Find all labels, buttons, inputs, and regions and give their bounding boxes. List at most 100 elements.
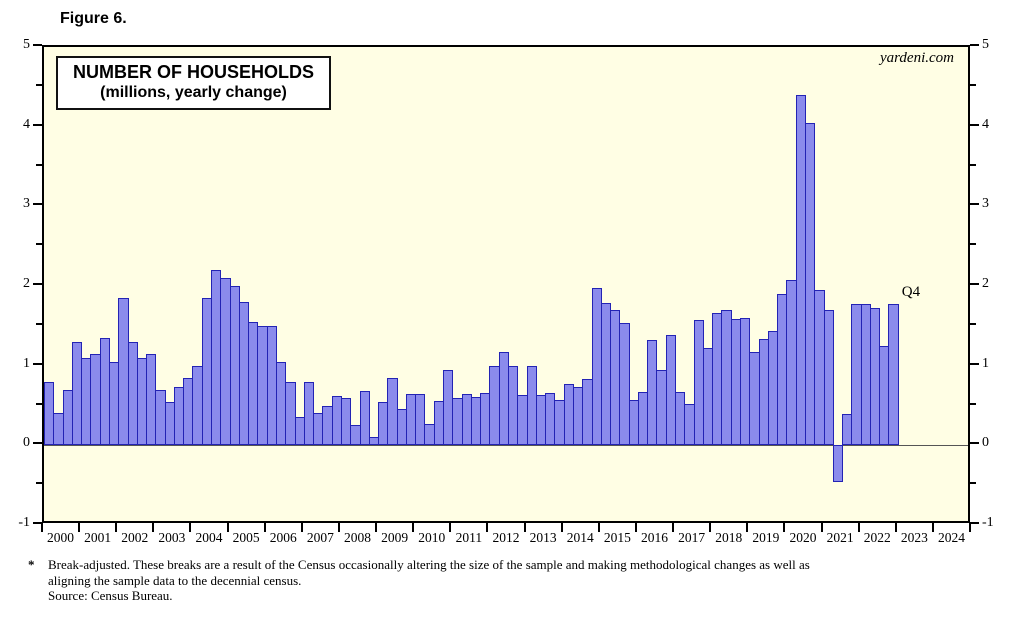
footnote-block: * Break-adjusted. These breaks are a res… <box>28 557 978 604</box>
y-axis-minor-tick-left <box>36 243 42 246</box>
footnote-asterisk: * <box>28 557 35 572</box>
plot-area: NUMBER OF HOUSEHOLDS (millions, yearly c… <box>42 45 970 523</box>
y-axis-major-tick-right <box>970 522 979 524</box>
x-axis-year-tick <box>597 523 600 532</box>
figure-number-label: Figure 6. <box>60 10 127 27</box>
x-axis-year-label: 2012 <box>492 530 520 545</box>
x-axis-year-label: 2010 <box>418 530 446 545</box>
y-axis-minor-tick-right <box>970 243 976 246</box>
y-axis-label-right: 1 <box>982 355 989 371</box>
x-axis-year-label: 2020 <box>789 530 817 545</box>
y-axis-label-left: 5 <box>23 37 30 52</box>
x-axis-year-tick <box>78 523 81 532</box>
x-axis-year-label: 2007 <box>306 530 334 545</box>
chart-title: NUMBER OF HOUSEHOLDS <box>73 62 315 82</box>
bar-2015-Q3 <box>619 323 630 446</box>
y-axis-major-tick-left <box>33 362 42 365</box>
x-axis-year-label: 2021 <box>826 530 854 545</box>
x-axis-year-label: 2017 <box>678 530 706 545</box>
bar-2016-Q4 <box>665 335 677 446</box>
chart-title-box: NUMBER OF HOUSEHOLDS (millions, yearly c… <box>56 56 332 110</box>
y-axis-major-tick-left <box>33 442 42 445</box>
footnote-line-2: aligning the sample data to the decennia… <box>48 572 302 588</box>
y-axis-label-right: 3 <box>982 196 989 212</box>
bar-2010-Q1 <box>415 394 426 446</box>
x-axis-year-tick <box>857 523 860 532</box>
y-axis-major-tick-right <box>970 44 979 46</box>
y-axis-major-tick-left <box>33 203 42 206</box>
bar-2008-Q3 <box>359 391 370 446</box>
x-axis-year-label: 2016 <box>640 530 668 545</box>
last-point-annotation: Q4 <box>901 283 921 300</box>
x-axis-year-label: 2004 <box>195 530 223 545</box>
x-axis-year-tick <box>189 523 192 532</box>
x-axis-year-label: 2013 <box>529 530 557 545</box>
y-axis-minor-tick-right <box>970 163 976 166</box>
y-axis-minor-tick-left <box>36 402 42 405</box>
y-axis-label-left: 2 <box>23 276 30 291</box>
x-axis-year-label: 2015 <box>603 530 631 545</box>
y-axis-label-right: 4 <box>982 116 989 132</box>
x-axis-year-tick <box>783 523 786 532</box>
y-axis-major-tick-right <box>970 203 979 206</box>
x-axis-year-tick <box>709 523 712 532</box>
x-axis-year-tick <box>41 523 43 532</box>
y-axis-label-left: -1 <box>18 515 30 530</box>
x-axis-year-tick <box>375 523 378 532</box>
y-axis-label-left: 1 <box>23 355 30 371</box>
x-axis-year-tick <box>337 523 340 532</box>
x-axis-year-tick <box>523 523 526 532</box>
x-axis-year-tick <box>449 523 452 532</box>
x-axis-year-tick <box>746 523 749 532</box>
x-axis-year-label: 2024 <box>937 530 965 545</box>
y-axis-label-left: 4 <box>23 116 30 132</box>
y-axis-minor-tick-left <box>36 163 42 166</box>
y-axis-minor-tick-right <box>970 482 976 485</box>
x-axis-year-tick <box>486 523 489 532</box>
y-axis-major-tick-left <box>33 123 42 126</box>
x-axis-year-label: 2002 <box>121 530 149 545</box>
x-axis-year-label: 2011 <box>455 530 483 545</box>
x-axis-year-tick <box>412 523 415 532</box>
x-axis-year-label: 2008 <box>344 530 372 545</box>
bar-2022-Q4 <box>888 303 899 446</box>
y-axis-label-right: -1 <box>982 515 994 530</box>
bar-2008-Q1 <box>340 397 352 446</box>
x-axis-year-label: 2005 <box>232 530 260 545</box>
y-axis-minor-tick-right <box>970 83 976 86</box>
footnote-line-1: Break-adjusted. These breaks are a resul… <box>48 557 810 572</box>
y-axis-label-left: 3 <box>23 196 30 212</box>
y-axis-label-right: 2 <box>982 276 989 291</box>
x-axis-year-tick <box>672 523 675 532</box>
x-axis-year-tick <box>152 523 155 532</box>
y-axis-label-right: 5 <box>982 37 989 52</box>
x-axis-year-label: 2000 <box>47 530 75 545</box>
x-axis-year-tick <box>226 523 229 532</box>
x-axis-year-label: 2009 <box>381 530 409 545</box>
x-axis-year-label: 2019 <box>752 530 780 545</box>
x-axis-year-label: 2023 <box>900 530 928 545</box>
y-axis-minor-tick-right <box>970 402 976 405</box>
x-axis-year-label: 2022 <box>863 530 891 545</box>
y-axis-minor-tick-left <box>36 322 42 325</box>
chart-subtitle: (millions, yearly change) <box>100 84 287 101</box>
bar-2021-Q1 <box>823 309 834 446</box>
y-axis-major-tick-right <box>970 123 979 126</box>
y-axis-major-tick-left <box>33 44 42 46</box>
y-axis-minor-tick-left <box>36 482 42 485</box>
bar-2021-Q2 <box>832 445 844 482</box>
y-axis-minor-tick-left <box>36 83 42 86</box>
x-axis-year-tick <box>560 523 563 532</box>
y-axis-minor-tick-right <box>970 322 976 325</box>
x-axis-year-label: 2003 <box>158 530 186 545</box>
x-axis-year-label: 2001 <box>84 530 112 545</box>
y-axis-major-tick-left <box>33 283 42 285</box>
x-axis-year-tick <box>931 523 934 532</box>
footnote-source: Source: Census Bureau. <box>48 588 173 603</box>
x-axis-year-tick <box>969 523 971 532</box>
bar-2020-Q3 <box>804 122 816 446</box>
x-axis-year-tick <box>115 523 118 532</box>
x-axis-year-label: 2018 <box>715 530 743 545</box>
x-axis-year-label: 2006 <box>269 530 297 545</box>
